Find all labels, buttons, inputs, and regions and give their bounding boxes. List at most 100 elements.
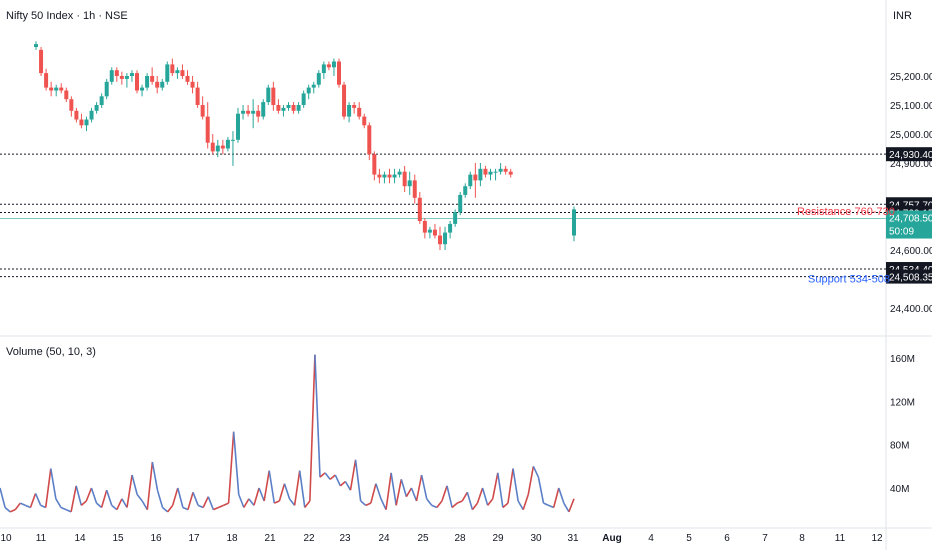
candle-body [468, 174, 473, 187]
candle-body [79, 119, 84, 126]
candle-body [337, 61, 341, 85]
candle-body [230, 139, 235, 141]
volume-line-segment [375, 483, 382, 500]
candle-body [175, 70, 180, 74]
current-price-tag [886, 210, 932, 239]
volume-line-segment [461, 491, 469, 502]
time-tick-label: 4 [648, 533, 654, 544]
candle-body [488, 171, 493, 175]
candle-body [160, 81, 165, 88]
volume-line-segment [558, 487, 565, 504]
candle-body [331, 61, 336, 68]
time-tick-label: Aug [602, 533, 621, 544]
support-annotation[interactable]: Support 534-508 [808, 274, 890, 286]
candle-body [377, 174, 382, 178]
candle-body [190, 81, 195, 88]
candle-body [261, 102, 266, 117]
volume-line-segment [237, 494, 245, 508]
candle-body [372, 154, 377, 175]
volume-line-segment [415, 474, 423, 502]
volume-line-segment [360, 500, 367, 506]
candle-body [281, 107, 286, 111]
volume-line-segment [121, 498, 128, 508]
volume-line-segment [232, 431, 240, 495]
volume-indicator-title[interactable]: Volume (50, 10, 3) [6, 346, 96, 358]
candle-body [44, 73, 49, 88]
time-tick-label: 23 [339, 533, 351, 544]
time-tick-label: 30 [530, 533, 542, 544]
volume-line-segment [218, 504, 224, 509]
candle-body [251, 110, 256, 114]
volume-line-segment [268, 470, 276, 504]
time-tick-label: 24 [378, 533, 390, 544]
candle-body [69, 99, 74, 111]
volume-line-segment [253, 487, 260, 506]
currency-label[interactable]: INR [893, 10, 912, 22]
volume-line-segment [100, 489, 108, 508]
candle-body [89, 110, 94, 120]
volume-line-segment [436, 500, 443, 508]
candle-body [34, 44, 38, 47]
volume-line-segment [365, 502, 372, 507]
volume-line-segment [136, 494, 143, 502]
volume-line-segment [339, 480, 346, 487]
volume-line-segment [116, 498, 123, 511]
candle-body [301, 93, 306, 105]
candle-body [387, 174, 392, 178]
volume-line-segment [156, 489, 164, 508]
volume-line-segment [476, 487, 484, 504]
volume-line-segment [85, 487, 93, 502]
volume-line-segment [568, 498, 575, 513]
candle-body [483, 168, 488, 175]
time-tick-label: 6 [724, 533, 730, 544]
candle-body [412, 180, 417, 198]
candle-body [241, 110, 246, 114]
candle-body [397, 171, 402, 175]
candle-body [276, 105, 281, 111]
candle-body [54, 87, 59, 91]
volume-line-segment [390, 472, 398, 506]
candle-body [392, 174, 397, 178]
volume-line-segment [314, 354, 321, 478]
volume-line-segment [420, 474, 428, 500]
time-tick-label: 16 [150, 533, 162, 544]
volume-line-segment [487, 498, 494, 506]
volume-line-segment [552, 487, 560, 508]
volume-line-segment [426, 498, 433, 506]
volume-line-segment [141, 500, 148, 511]
candle-body [347, 105, 352, 117]
volume-line-segment [243, 498, 250, 508]
volume-tick-label: 160M [890, 354, 915, 365]
volume-line-segment [441, 485, 448, 502]
volume-line-segment [14, 502, 21, 511]
candle-body [291, 105, 296, 111]
candle-body [109, 70, 114, 82]
candle-body [170, 64, 175, 74]
resistance-annotation[interactable]: Resistance 760-730 [797, 206, 895, 218]
candle-body [357, 107, 362, 117]
volume-line-segment [44, 468, 52, 508]
volume-line-segment [273, 500, 280, 504]
candle-body [407, 180, 412, 187]
time-tick-label: 22 [303, 533, 315, 544]
volume-line-segment [50, 468, 57, 499]
candle-body [448, 223, 453, 233]
candle-body [220, 145, 225, 149]
volume-line-segment [522, 494, 530, 510]
time-tick-label: 18 [226, 533, 238, 544]
candle-body [64, 90, 69, 100]
volume-line-segment [9, 508, 16, 513]
volume-line-segment [166, 504, 174, 513]
volume-line-segment [471, 502, 479, 511]
volume-line-segment [25, 504, 31, 509]
volume-line-segment [177, 487, 184, 508]
volume-line-segment [55, 498, 62, 508]
candle-body [205, 116, 210, 143]
candle-body [311, 84, 316, 88]
volume-line-segment [349, 459, 357, 491]
volume-line-segment [278, 483, 286, 502]
volume-line-segment [248, 498, 255, 506]
volume-line-segment [192, 492, 199, 506]
time-tick-label: 5 [686, 533, 692, 544]
